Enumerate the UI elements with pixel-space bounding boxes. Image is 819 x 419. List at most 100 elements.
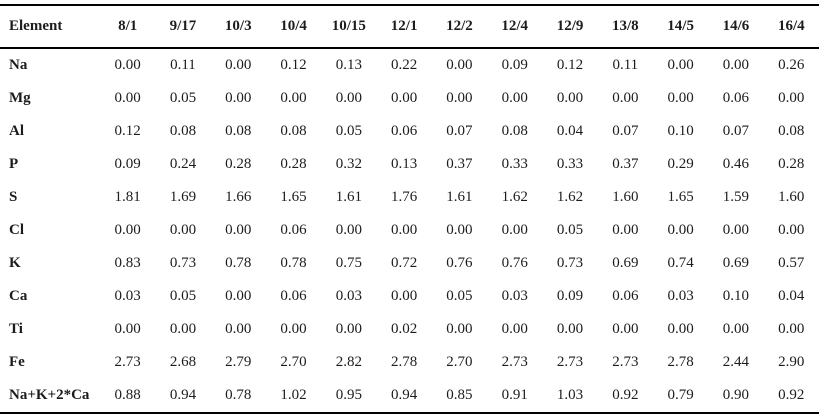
- value-cell: 1.59: [722, 189, 750, 205]
- value-cell: 0.03: [335, 288, 362, 304]
- value-cell: 0.88: [114, 387, 141, 403]
- table-row: Fe 2.73 2.68 2.79 2.70 2.82 2.78 2.70 2.73 2.73 2.…: [0, 346, 819, 379]
- column-header-date: 8/1: [118, 18, 138, 34]
- column-header-date: 10/15: [331, 18, 366, 34]
- value-cell: 0.69: [612, 255, 639, 271]
- value-cell: 2.44: [722, 354, 750, 370]
- value-cell: 0.00: [667, 222, 694, 238]
- value-cell: 0.03: [667, 288, 694, 304]
- table-row: Na+K+2*Ca 0.88 0.94 0.78 1.02 0.95 0.94 0.85 0.9…: [0, 379, 819, 413]
- value-cell: 0.07: [612, 123, 639, 139]
- value-cell: 2.70: [280, 354, 307, 370]
- value-cell: 0.00: [778, 321, 805, 337]
- value-cell: 0.00: [280, 90, 307, 106]
- value-cell: 0.07: [446, 123, 473, 139]
- table-row: P 0.09 0.24 0.28 0.28 0.32 0.13 0.37 0.33 0.33 0.3…: [0, 148, 819, 181]
- value-cell: 0.00: [778, 222, 805, 238]
- value-cell: 0.00: [391, 222, 418, 238]
- value-cell: 0.00: [169, 222, 197, 238]
- value-cell: 0.00: [612, 321, 639, 337]
- value-cell: 0.78: [280, 255, 307, 271]
- value-cell: 0.06: [722, 90, 750, 106]
- column-header-date: 16/4: [777, 18, 805, 34]
- column-header-date: 14/5: [667, 18, 694, 34]
- value-cell: 1.65: [667, 189, 694, 205]
- value-cell: 0.00: [612, 222, 639, 238]
- value-cell: 0.13: [391, 156, 418, 172]
- element-cell: K: [9, 255, 21, 271]
- value-cell: 1.62: [501, 189, 528, 205]
- value-cell: 1.02: [280, 387, 307, 403]
- column-header-date: 12/2: [446, 18, 473, 34]
- value-cell: 0.13: [335, 57, 362, 73]
- table-row: Ca 0.03 0.05 0.00 0.06 0.03 0.00 0.05 0.03 0.09 0.…: [0, 280, 819, 313]
- value-cell: 2.78: [667, 354, 694, 370]
- value-cell: 0.94: [391, 387, 418, 403]
- value-cell: 0.33: [556, 156, 584, 172]
- value-cell: 1.60: [778, 189, 805, 205]
- value-cell: 0.29: [667, 156, 694, 172]
- value-cell: 0.11: [170, 57, 196, 73]
- value-cell: 0.06: [280, 288, 307, 304]
- column-header-date: 10/4: [280, 18, 307, 34]
- value-cell: 0.85: [446, 387, 473, 403]
- value-cell: 0.05: [169, 90, 197, 106]
- value-cell: 0.04: [556, 123, 584, 139]
- value-cell: 0.91: [501, 387, 528, 403]
- value-cell: 2.73: [114, 354, 141, 370]
- value-cell: 0.37: [612, 156, 639, 172]
- value-cell: 0.00: [446, 57, 473, 73]
- value-cell: 0.09: [556, 288, 584, 304]
- value-cell: 2.73: [612, 354, 639, 370]
- value-cell: 0.05: [169, 288, 197, 304]
- value-cell: 0.90: [722, 387, 750, 403]
- element-composition-table: Element 8/1 9/17 10/3 10/4 10/15 12/1 12/2 12/4 1…: [0, 4, 819, 414]
- value-cell: 0.37: [446, 156, 473, 172]
- value-cell: 0.00: [501, 321, 528, 337]
- value-cell: 0.00: [556, 90, 584, 106]
- element-cell: Na: [9, 57, 28, 73]
- value-cell: 0.76: [446, 255, 473, 271]
- value-cell: 0.12: [280, 57, 307, 73]
- value-cell: 0.00: [391, 288, 418, 304]
- value-cell: 0.00: [225, 288, 252, 304]
- value-cell: 0.00: [280, 321, 307, 337]
- value-cell: 0.00: [169, 321, 197, 337]
- value-cell: 0.00: [667, 321, 694, 337]
- column-header-element: Element: [9, 18, 63, 34]
- value-cell: 0.10: [722, 288, 750, 304]
- value-cell: 0.00: [722, 222, 750, 238]
- table-row: S 1.81 1.69 1.66 1.65 1.61 1.76 1.61 1.62 1.62 1.6…: [0, 181, 819, 214]
- value-cell: 0.00: [335, 222, 362, 238]
- value-cell: 0.10: [667, 123, 694, 139]
- value-cell: 1.60: [612, 189, 639, 205]
- value-cell: 0.00: [501, 90, 528, 106]
- value-cell: 0.00: [225, 222, 252, 238]
- value-cell: 0.00: [225, 57, 252, 73]
- value-cell: 0.03: [114, 288, 141, 304]
- value-cell: 0.78: [225, 255, 252, 271]
- column-header-date: 12/4: [501, 18, 529, 34]
- value-cell: 2.79: [225, 354, 252, 370]
- value-cell: 2.73: [556, 354, 584, 370]
- value-cell: 1.61: [335, 189, 362, 205]
- element-cell: Ti: [9, 321, 23, 337]
- value-cell: 0.00: [667, 90, 694, 106]
- value-cell: 0.12: [114, 123, 141, 139]
- column-header-date: 9/17: [169, 18, 197, 34]
- value-cell: 0.09: [501, 57, 528, 73]
- column-header-date: 12/9: [556, 18, 584, 34]
- value-cell: 0.00: [722, 321, 750, 337]
- table-row: Na 0.00 0.11 0.00 0.12 0.13 0.22 0.00 0.09 0.12 0.…: [0, 48, 819, 82]
- value-cell: 0.00: [225, 90, 252, 106]
- value-cell: 0.00: [612, 90, 639, 106]
- value-cell: 0.57: [778, 255, 805, 271]
- element-cell: Na+K+2*Ca: [9, 387, 90, 403]
- column-header-date: 13/8: [611, 18, 639, 34]
- value-cell: 0.79: [667, 387, 694, 403]
- value-cell: 1.65: [280, 189, 307, 205]
- value-cell: 0.03: [501, 288, 528, 304]
- value-cell: 0.28: [225, 156, 252, 172]
- column-header-date: 10/3: [224, 18, 252, 34]
